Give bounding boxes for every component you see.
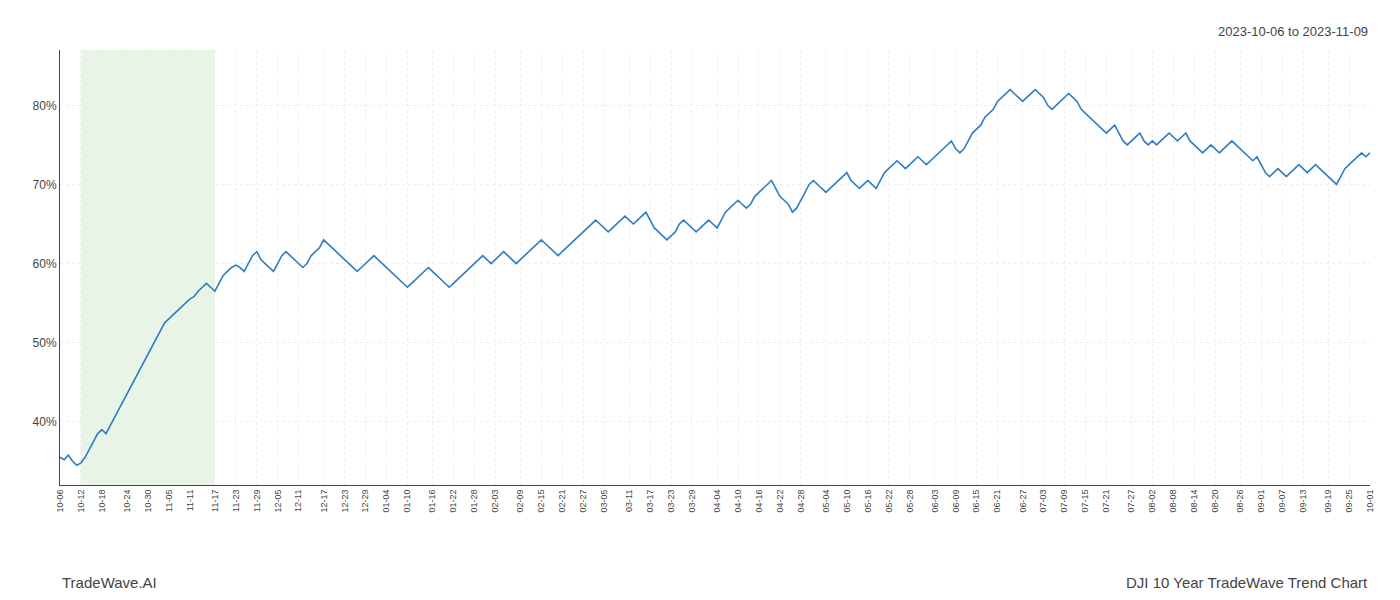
svg-text:05-16: 05-16 [863,490,873,513]
svg-text:60%: 60% [33,257,57,271]
svg-text:11-05: 11-05 [164,490,174,512]
svg-text:05-28: 05-28 [905,490,915,513]
svg-text:04-28: 04-28 [796,490,806,513]
svg-text:08-26: 08-26 [1235,490,1245,513]
svg-text:11-17: 11-17 [210,490,220,512]
svg-text:04-16: 04-16 [754,490,764,513]
svg-text:05-22: 05-22 [884,490,894,513]
svg-text:05-04: 05-04 [821,490,831,513]
svg-text:02-03: 02-03 [490,490,500,513]
svg-text:40%: 40% [33,415,57,429]
svg-text:11-29: 11-29 [252,490,262,512]
svg-text:12-17: 12-17 [319,490,329,513]
svg-text:01-16: 01-16 [427,490,437,513]
svg-text:11-11: 11-11 [185,490,195,512]
svg-text:09-13: 09-13 [1298,490,1308,513]
svg-text:06-09: 06-09 [951,490,961,513]
svg-text:01-28: 01-28 [469,490,479,513]
svg-text:70%: 70% [33,178,57,192]
svg-text:08-02: 08-02 [1147,490,1157,513]
svg-text:04-10: 04-10 [733,490,743,513]
svg-text:01-10: 01-10 [402,490,412,513]
svg-text:07-09: 07-09 [1059,490,1069,513]
svg-text:06-27: 06-27 [1018,490,1028,513]
svg-text:07-21: 07-21 [1101,490,1111,513]
svg-text:03-29: 03-29 [687,490,697,513]
svg-text:10-01: 10-01 [1365,490,1375,513]
svg-text:08-08: 08-08 [1168,490,1178,513]
svg-text:06-03: 06-03 [930,490,940,513]
svg-text:06-15: 06-15 [972,490,982,513]
svg-text:DJI 10 Year TradeWave Trend Ch: DJI 10 Year TradeWave Trend Chart [1126,574,1368,591]
svg-text:07-27: 07-27 [1126,490,1136,513]
svg-text:01-22: 01-22 [448,490,458,513]
svg-text:10-24: 10-24 [122,490,132,513]
svg-text:10-12: 10-12 [76,490,86,513]
svg-text:04-22: 04-22 [775,490,785,513]
svg-text:02-09: 02-09 [515,490,525,513]
svg-text:2023-10-06 to 2023-11-09: 2023-10-06 to 2023-11-09 [1218,24,1368,39]
svg-text:02-21: 02-21 [557,490,567,513]
svg-text:05-10: 05-10 [842,490,852,513]
svg-text:09-25: 09-25 [1344,490,1354,513]
svg-text:12-29: 12-29 [360,490,370,513]
svg-text:03-17: 03-17 [645,490,655,513]
svg-text:03-05: 03-05 [599,490,609,513]
svg-text:02-27: 02-27 [578,490,588,513]
svg-text:10-18: 10-18 [97,490,107,513]
svg-text:50%: 50% [33,336,57,350]
svg-text:06-21: 06-21 [992,490,1002,513]
svg-text:08-14: 08-14 [1189,490,1199,513]
svg-text:80%: 80% [33,99,57,113]
svg-text:08-20: 08-20 [1210,490,1220,513]
svg-text:01-04: 01-04 [381,490,391,513]
svg-text:03-11: 03-11 [624,490,634,512]
svg-text:09-01: 09-01 [1256,490,1266,513]
svg-text:12-11: 12-11 [293,490,303,512]
svg-text:09-19: 09-19 [1323,490,1333,513]
svg-text:10-06: 10-06 [55,490,65,513]
svg-text:07-15: 07-15 [1080,490,1090,513]
svg-text:12-05: 12-05 [273,490,283,513]
svg-text:11-23: 11-23 [231,490,241,512]
svg-text:07-03: 07-03 [1038,490,1048,513]
svg-text:TradeWave.AI: TradeWave.AI [62,574,157,591]
svg-text:04-04: 04-04 [712,490,722,513]
svg-text:09-07: 09-07 [1277,490,1287,513]
svg-text:02-15: 02-15 [536,490,546,513]
svg-text:10-30: 10-30 [143,490,153,513]
svg-text:12-23: 12-23 [340,490,350,513]
svg-text:03-23: 03-23 [666,490,676,513]
